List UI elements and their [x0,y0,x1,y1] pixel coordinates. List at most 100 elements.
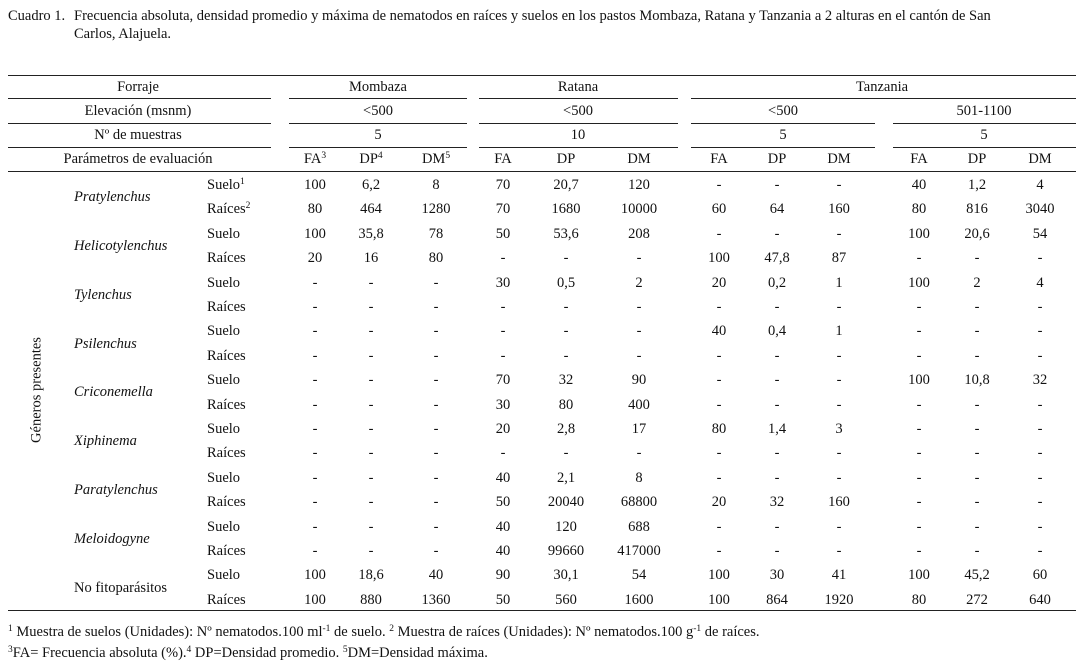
param-superscript: 5 [445,151,451,161]
sample-type: Suelo [207,226,240,242]
table-cell: 70 [495,201,511,218]
header-param-fa: FA3 [304,151,326,167]
table-cell: 40 [711,323,727,340]
table-cell: - [636,299,642,315]
param-label: DP [359,151,378,167]
sample-type-label: Raíces [207,591,246,608]
param-label: DM [627,151,651,167]
table-cell: - [974,518,980,535]
table-cell: 20 [711,274,727,291]
table-cell: 45,2 [964,567,990,584]
table-cell: 35,8 [358,225,384,242]
table-cell: 70 [495,372,511,389]
sample-type: Suelo [207,519,240,535]
table-cell: 272 [966,591,988,608]
table-cell: - [312,347,318,364]
sample-type: Suelo [207,275,240,291]
table-cell: 2,8 [556,421,576,437]
table-cell: 47,8 [764,250,790,267]
param-label: FA [710,151,728,167]
genus-name: Tylenchus [74,286,132,303]
table-cell: - [368,396,374,413]
table-cell: - [312,274,318,291]
table-cell: - [312,494,318,511]
sample-type-superscript: 2 [245,201,251,212]
table-cell: 64 [769,201,785,218]
table-cell: 640 [1029,591,1051,608]
footnote-superscript: -1 [693,624,702,634]
table-cell: 10000 [620,201,658,218]
sample-type-label: Suelo [207,225,241,242]
top-rule [8,75,1076,76]
table-cell: - [716,543,722,559]
genus-name: Pratylenchus [74,189,151,206]
sample-type: Raíces [207,494,246,510]
table-cell: - [916,421,922,437]
table-cell: - [500,250,506,267]
header-param-dm: DM [827,151,850,167]
rule-left-1 [8,98,271,99]
table-cell: 1920 [824,591,854,608]
genus-name: No fitoparásitos [74,579,168,596]
table-cell: 18,6 [358,567,384,584]
table-cell: 30,1 [553,567,579,584]
table-cell: - [916,250,922,267]
table-cell: - [1037,347,1043,364]
header-elevacion-label: Elevación (msnm) [84,103,192,119]
table-cell: 1360 [421,591,451,608]
table-cell: 10,8 [964,372,990,389]
sample-type-label: Raíces [207,250,246,267]
table-cell: 54 [1032,225,1048,242]
table-cell: - [1037,518,1043,535]
table-cell: - [636,445,642,462]
header-forraje-tanzania: Tanzania [855,79,909,95]
sample-type-label: Raíces [207,299,246,315]
table-cell: 864 [766,591,788,608]
rule-mombaza [289,98,467,99]
table-cell: 100 [304,567,326,584]
table-cell: - [312,543,318,559]
table-cell: 32 [1032,372,1048,389]
sample-type: Suelo [207,323,240,339]
table-cell: - [774,372,780,389]
sample-type-label: Raíces [207,543,246,559]
genus-name: Psilenchus [74,335,137,352]
table-cell: 78 [428,225,444,242]
table-cell: 3 [835,421,843,437]
table-cell: - [563,299,569,315]
table-cell: - [774,518,780,535]
genus-name: Paratylenchus [74,482,158,498]
table-cell: - [433,347,439,364]
rule-elev-2 [479,123,678,124]
header-muestras-label: Nº de muestras [94,127,182,143]
header-elevacion-value: 501-1100 [956,103,1012,119]
table-cell: 20,7 [553,177,579,193]
table-cell: 50 [495,225,511,242]
table-cell: 0,4 [767,323,787,340]
table-cell: - [974,494,980,511]
table-cell: - [1037,421,1043,437]
header-param-dm: DM [1028,151,1051,167]
table-cell: 20 [495,421,511,437]
rule-elev-1 [289,123,467,124]
table-cell: - [974,445,980,462]
header-param-fa: FA [710,151,727,167]
footnote-superscript: 4 [186,645,192,655]
table-cell: 8 [432,177,440,193]
sample-type-label: Suelo [207,518,241,535]
table-cell: 50 [495,494,511,511]
table-cell: 53,6 [553,225,579,242]
sample-type-label: Raíces [207,494,246,511]
table-cell: - [716,445,722,462]
header-muestras-value: 5 [779,127,787,143]
sample-type: Suelo [207,421,240,437]
sample-type: Raíces [207,592,246,608]
header-param-dp: DP4 [359,151,382,167]
table-cell: - [974,469,980,486]
sample-type-label: Raíces [207,396,246,413]
table-cell: - [774,469,780,486]
table-cell: - [368,494,374,511]
table-cell: - [500,299,506,315]
rule-n-4 [893,147,1076,148]
table-cell: 32 [558,372,574,389]
